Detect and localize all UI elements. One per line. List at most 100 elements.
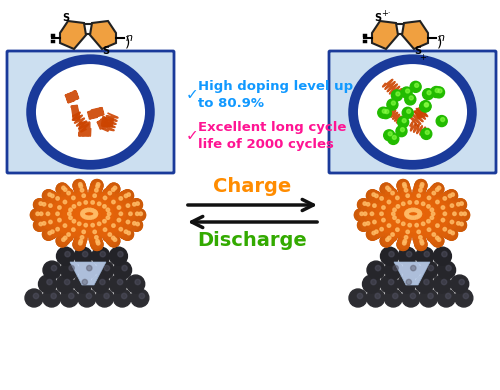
Circle shape xyxy=(416,219,428,231)
Circle shape xyxy=(416,275,434,293)
Circle shape xyxy=(112,215,124,227)
Circle shape xyxy=(74,182,86,193)
Circle shape xyxy=(86,216,90,219)
Circle shape xyxy=(97,202,109,214)
Circle shape xyxy=(84,201,87,204)
Circle shape xyxy=(45,191,57,203)
Circle shape xyxy=(34,293,38,299)
Circle shape xyxy=(106,197,118,209)
Circle shape xyxy=(412,208,416,212)
Circle shape xyxy=(364,212,367,216)
Circle shape xyxy=(436,203,448,215)
Circle shape xyxy=(410,266,416,271)
Circle shape xyxy=(400,207,411,220)
Circle shape xyxy=(52,203,64,215)
Circle shape xyxy=(64,188,67,191)
Circle shape xyxy=(72,219,84,231)
Circle shape xyxy=(420,185,423,188)
Circle shape xyxy=(463,212,466,216)
Circle shape xyxy=(393,216,396,220)
Circle shape xyxy=(415,216,418,219)
Circle shape xyxy=(91,201,94,204)
Circle shape xyxy=(372,231,376,235)
Circle shape xyxy=(443,197,446,200)
Circle shape xyxy=(380,247,398,265)
Circle shape xyxy=(396,219,408,231)
Circle shape xyxy=(88,210,101,222)
Circle shape xyxy=(410,216,414,219)
Circle shape xyxy=(362,275,380,293)
Circle shape xyxy=(94,213,98,217)
Circle shape xyxy=(393,216,396,220)
Circle shape xyxy=(448,209,460,221)
Circle shape xyxy=(382,233,394,245)
Circle shape xyxy=(450,220,454,223)
Circle shape xyxy=(446,228,458,240)
Circle shape xyxy=(103,205,106,208)
Circle shape xyxy=(399,232,411,245)
Circle shape xyxy=(108,183,120,195)
Circle shape xyxy=(399,185,411,197)
Circle shape xyxy=(104,228,106,231)
Circle shape xyxy=(443,227,455,239)
Circle shape xyxy=(400,207,411,220)
Circle shape xyxy=(98,225,110,237)
Circle shape xyxy=(114,238,116,241)
Circle shape xyxy=(131,289,149,307)
Circle shape xyxy=(56,212,59,216)
Circle shape xyxy=(62,186,65,190)
Circle shape xyxy=(396,228,399,231)
Circle shape xyxy=(129,212,132,216)
Circle shape xyxy=(434,247,452,265)
Text: S: S xyxy=(102,46,110,56)
Circle shape xyxy=(92,247,110,265)
Circle shape xyxy=(42,289,60,307)
Circle shape xyxy=(373,204,376,207)
Circle shape xyxy=(130,219,142,231)
Circle shape xyxy=(434,87,444,98)
Circle shape xyxy=(83,205,95,217)
Circle shape xyxy=(388,132,392,136)
Circle shape xyxy=(76,210,88,222)
Circle shape xyxy=(106,216,110,220)
Circle shape xyxy=(386,188,398,200)
Circle shape xyxy=(136,222,140,226)
Circle shape xyxy=(102,188,115,200)
Circle shape xyxy=(72,196,75,200)
Circle shape xyxy=(416,209,420,213)
Circle shape xyxy=(119,212,122,216)
Circle shape xyxy=(430,208,434,211)
Circle shape xyxy=(374,194,378,198)
Circle shape xyxy=(139,212,142,216)
Circle shape xyxy=(398,236,409,248)
Circle shape xyxy=(432,233,436,236)
Circle shape xyxy=(404,212,408,216)
Circle shape xyxy=(374,209,386,221)
Circle shape xyxy=(432,212,435,216)
Circle shape xyxy=(81,213,93,225)
Circle shape xyxy=(84,201,87,204)
Circle shape xyxy=(375,293,380,299)
Circle shape xyxy=(376,203,388,215)
Circle shape xyxy=(420,289,438,307)
Circle shape xyxy=(432,183,444,195)
Circle shape xyxy=(410,293,416,299)
Circle shape xyxy=(455,289,473,307)
Circle shape xyxy=(384,261,402,279)
Circle shape xyxy=(408,223,412,227)
Circle shape xyxy=(88,208,92,212)
Circle shape xyxy=(42,190,54,202)
Circle shape xyxy=(374,224,386,236)
Circle shape xyxy=(106,233,118,245)
Circle shape xyxy=(127,193,130,196)
Circle shape xyxy=(76,227,88,239)
Circle shape xyxy=(386,230,398,242)
Circle shape xyxy=(416,219,428,231)
Circle shape xyxy=(358,209,370,221)
Circle shape xyxy=(386,186,389,190)
Circle shape xyxy=(422,202,425,206)
Circle shape xyxy=(94,212,98,216)
Circle shape xyxy=(363,222,366,226)
Circle shape xyxy=(391,191,394,195)
Circle shape xyxy=(87,211,99,223)
